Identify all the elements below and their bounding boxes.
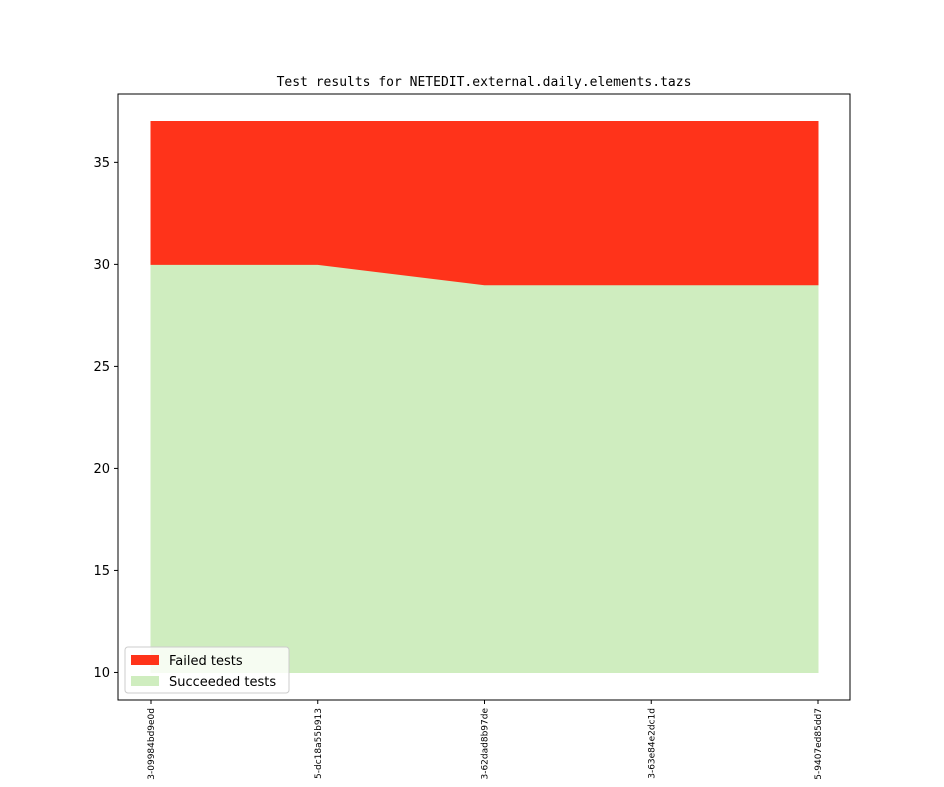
legend-label: Succeeded tests xyxy=(169,675,276,690)
x-tick-label: 3-62dad8b97de xyxy=(481,708,491,780)
x-tick-label: 5-dc18a55b913 xyxy=(314,708,324,779)
y-tick-label: 10 xyxy=(93,666,110,681)
area-series-failed-tests xyxy=(150,121,819,286)
y-tick-label: 20 xyxy=(93,462,110,477)
x-tick-label: 3-63e84e2dc1d xyxy=(647,708,657,779)
legend-label: Failed tests xyxy=(169,654,243,669)
legend-swatch xyxy=(131,655,159,665)
chart-title: Test results for NETEDIT.external.daily.… xyxy=(277,75,692,90)
legend: Failed tests Succeeded tests xyxy=(124,646,290,694)
y-axis: 10 15 20 25 30 35 xyxy=(93,156,118,681)
y-tick-label: 15 xyxy=(93,564,110,579)
area-series-succeeded-tests xyxy=(150,263,819,673)
y-tick-label: 35 xyxy=(93,156,110,171)
y-tick-label: 30 xyxy=(93,258,110,273)
x-axis: 3-09984bd9e0d 5-dc18a55b913 3-62dad8b97de 3… xyxy=(147,700,824,780)
area-layer xyxy=(150,121,819,673)
x-tick-label: 3-09984bd9e0d xyxy=(147,708,157,780)
legend-swatch xyxy=(131,676,159,686)
legend-box xyxy=(124,646,290,694)
y-tick-label: 25 xyxy=(93,360,110,375)
x-tick-label: 5-9407ed85dd7 xyxy=(814,708,824,780)
